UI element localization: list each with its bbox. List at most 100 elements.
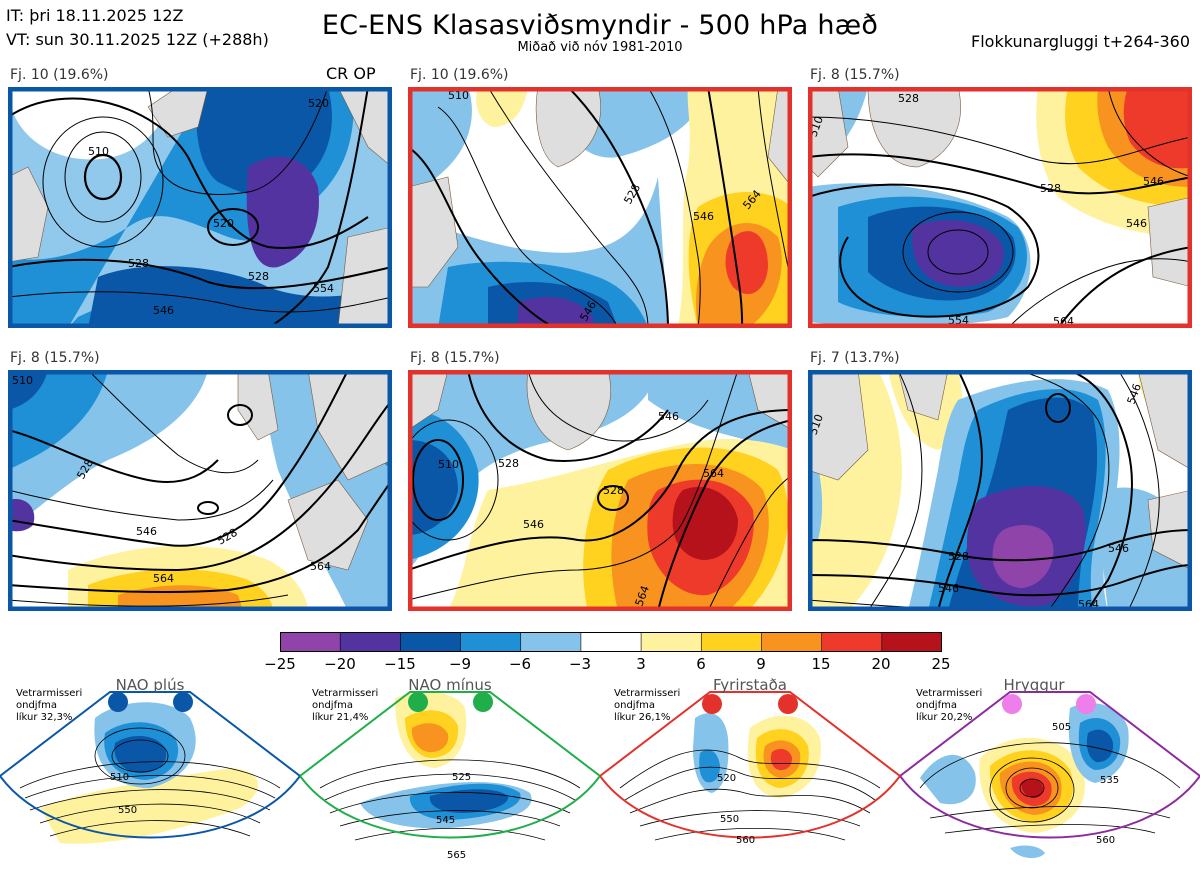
contour-label: 546 — [693, 210, 714, 223]
regime-note: Vetrarmisseri ondjfma líkur 26,1% — [614, 688, 680, 724]
cluster-label: Fj. 8 (15.7%) — [810, 67, 900, 83]
contour-label: 554 — [313, 282, 334, 295]
cluster-label: Fj. 10 (19.6%) — [410, 67, 509, 83]
colorbar-cell — [581, 632, 642, 652]
colorbar-tick: 20 — [871, 655, 890, 673]
regime-title: Fyrirstaða — [713, 676, 787, 694]
regime-dot — [473, 692, 493, 712]
contour-label: 550 — [720, 814, 739, 825]
note-line: líkur 20,2% — [916, 712, 982, 724]
cluster-map-5: 510 528 528 546 564 546 564 — [408, 370, 792, 611]
regime-dot — [408, 692, 428, 712]
colorbar-tick: 9 — [756, 655, 766, 673]
contour-label: 520 — [213, 217, 234, 230]
regime-dot — [1076, 694, 1096, 714]
cluster-map-2: 510 528 546 564 546 — [408, 87, 792, 328]
regime-dot — [778, 694, 798, 714]
cluster-label: Fj. 10 (19.6%) — [10, 67, 109, 83]
contour-label: 505 — [1052, 722, 1071, 733]
note-line: líkur 21,4% — [312, 712, 378, 724]
contour-label: 525 — [452, 772, 471, 783]
contour-label: 528 — [948, 550, 969, 563]
regime-dot — [702, 694, 722, 714]
contour-label: 545 — [436, 815, 455, 826]
contour-label: 546 — [1143, 175, 1164, 188]
contour-label: 546 — [136, 525, 157, 538]
contour-label: 510 — [88, 145, 109, 158]
cluster-map-1: 510 520 528 528 546 554 520 — [8, 87, 392, 328]
colorbar-tick: 6 — [696, 655, 706, 673]
colorbar-cell — [641, 632, 702, 652]
colorbar-tick: −3 — [569, 655, 591, 673]
note-line: Vetrarmisseri — [312, 688, 378, 700]
colorbar-tick: 25 — [931, 655, 950, 673]
note-line: líkur 26,1% — [614, 712, 680, 724]
cluster-label: Fj. 8 (15.7%) — [10, 350, 100, 366]
contour-label: 528 — [248, 270, 269, 283]
cluster-window: Flokkunargluggi t+264-360 — [971, 32, 1190, 51]
contour-label: 520 — [717, 773, 736, 784]
contour-label: 560 — [736, 835, 755, 846]
colorbar-tick: −20 — [324, 655, 356, 673]
colorbar-cell — [400, 632, 461, 652]
note-line: Vetrarmisseri — [614, 688, 680, 700]
colorbar-cell — [280, 632, 341, 652]
colorbar-tick: −15 — [384, 655, 416, 673]
colorbar-cell — [882, 632, 942, 652]
colorbar-tick: 15 — [811, 655, 830, 673]
note-line: Vetrarmisseri — [16, 688, 82, 700]
colorbar-cell — [822, 632, 883, 652]
regime-note: Vetrarmisseri ondjfma líkur 20,2% — [916, 688, 982, 724]
colorbar-tick: −9 — [449, 655, 471, 673]
colorbar-cell — [701, 632, 762, 652]
cluster-label: Fj. 8 (15.7%) — [410, 350, 500, 366]
contour-label: 546 — [153, 304, 174, 317]
contour-label: 546 — [1108, 542, 1129, 555]
note-line: ondjfma — [16, 700, 82, 712]
regime-title: NAO plús — [116, 676, 185, 694]
regime-dot — [108, 692, 128, 712]
contour-label: 528 — [898, 92, 919, 105]
colorbar-cell — [340, 632, 401, 652]
contour-label: 528 — [498, 457, 519, 470]
regime-dot — [173, 692, 193, 712]
contour-label: 560 — [1096, 835, 1115, 846]
contour-label: 546 — [523, 518, 544, 531]
anomaly-colorbar — [280, 632, 942, 652]
contour-label: 520 — [308, 97, 329, 110]
contour-label: 564 — [310, 560, 331, 573]
contour-label: 510 — [12, 374, 33, 387]
contour-label: 546 — [658, 410, 679, 423]
colorbar-tick: −6 — [509, 655, 531, 673]
contour-label: 535 — [1100, 775, 1119, 786]
cluster-label: Fj. 7 (13.7%) — [810, 350, 900, 366]
contour-label: 528 — [128, 257, 149, 270]
cr-op-label: CR OP — [326, 64, 376, 83]
contour-label: 510 — [110, 772, 129, 783]
cluster-map-6: 510 528 546 546 564 546 — [808, 370, 1192, 611]
regime-title: Hryggur — [1003, 676, 1064, 694]
cluster-map-4: 510 528 528 546 564 564 — [8, 370, 392, 611]
contour-label: 546 — [1126, 217, 1147, 230]
regime-title: NAO mínus — [408, 676, 491, 694]
regime-dot — [1002, 694, 1022, 714]
colorbar-cell — [521, 632, 582, 652]
contour-label: 528 — [1040, 182, 1061, 195]
regime-note: Vetrarmisseri ondjfma líkur 32,3% — [16, 688, 82, 724]
regime-note: Vetrarmisseri ondjfma líkur 21,4% — [312, 688, 378, 724]
cluster-map-3: 510 528 528 546 546 554 564 — [808, 87, 1192, 328]
contour-label: 565 — [447, 850, 466, 861]
note-line: ondjfma — [614, 700, 680, 712]
contour-label: 564 — [703, 467, 724, 480]
note-line: líkur 32,3% — [16, 712, 82, 724]
note-line: ondjfma — [916, 700, 982, 712]
contour-label: 564 — [153, 572, 174, 585]
contour-label: 550 — [118, 805, 137, 816]
note-line: ondjfma — [312, 700, 378, 712]
colorbar-cell — [761, 632, 822, 652]
note-line: Vetrarmisseri — [916, 688, 982, 700]
contour-label: 546 — [938, 582, 959, 595]
contour-label: 510 — [438, 458, 459, 471]
contour-label: 528 — [603, 484, 624, 497]
colorbar-tick: 3 — [636, 655, 646, 673]
